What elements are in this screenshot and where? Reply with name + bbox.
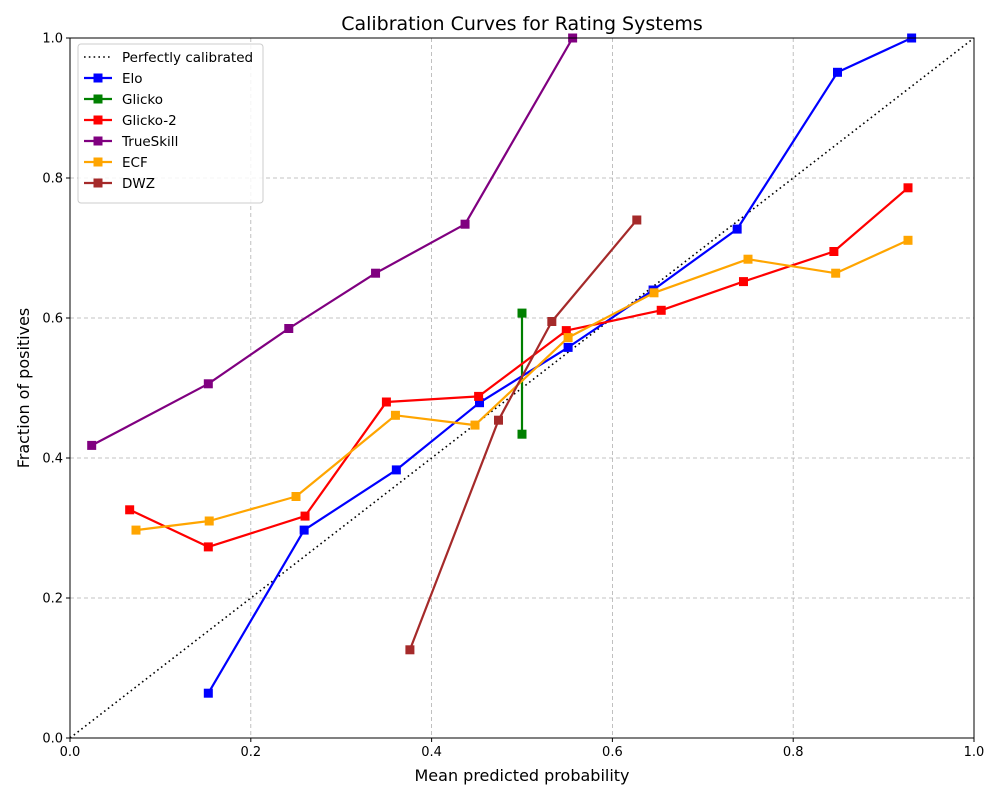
legend-marker [93, 178, 103, 188]
series-dwz [405, 215, 642, 655]
legend: Perfectly calibrated Elo Glicko Glicko-2 Tru… [77, 43, 264, 204]
glicko-2-point [203, 542, 213, 552]
legend-label: Elo [122, 71, 143, 87]
legend-entry-dwz: DWZ [84, 176, 155, 192]
ticks: 0.0 0.2 0.4 0.6 0.8 1.0 0.0 0.2 0.4 0.6 0.8 1.0 [42, 32, 984, 761]
legend-label: ECF [122, 155, 148, 171]
y-tick-label: 0.8 [42, 172, 63, 187]
legend-marker [93, 136, 103, 146]
glicko-2-point [561, 326, 571, 336]
glicko-2-point [300, 511, 310, 521]
dwz-line [408, 219, 638, 651]
glicko-2-point [903, 183, 913, 193]
ecf-point [390, 410, 400, 420]
legend-entry-glicko: Glicko [84, 92, 163, 108]
x-tick-label: 1.0 [964, 745, 985, 760]
legend-label: Glicko-2 [122, 113, 177, 129]
elo-point [563, 342, 573, 352]
legend-entry-ecf: ECF [84, 155, 148, 171]
series-glicko [517, 308, 527, 439]
elo-point [299, 525, 309, 535]
glicko-2-point [474, 391, 484, 401]
legend-box [77, 43, 264, 204]
chart-title: Calibration Curves for Rating Systems [341, 13, 703, 35]
dwz-point [632, 215, 642, 225]
ecf-line [135, 239, 909, 532]
ecf-point [131, 525, 141, 535]
legend-entry-glicko-2: Glicko-2 [84, 113, 177, 129]
y-tick-label: 0.4 [42, 452, 63, 467]
y-axis-label: Fraction of positives [14, 308, 33, 469]
y-tick-label: 0.6 [42, 312, 63, 327]
legend-marker [93, 94, 103, 104]
dwz-point [405, 645, 415, 655]
glicko-2-point [829, 247, 839, 256]
plot-frame [69, 37, 975, 739]
dwz-point [493, 415, 503, 425]
legend-entry-perfectly-calibrated: Perfectly calibrated [84, 50, 253, 66]
legend-label: TrueSkill [121, 134, 178, 150]
trueskill-point [284, 324, 294, 333]
legend-marker [93, 73, 103, 83]
y-tick-label: 0.0 [42, 732, 63, 747]
ecf-point [743, 254, 753, 264]
trueskill-point [371, 268, 381, 278]
glicko-2-point [125, 505, 135, 515]
x-tick-label: 0.4 [421, 745, 442, 760]
trueskill-point [87, 440, 97, 450]
ecf-point [563, 333, 573, 343]
x-axis-label: Mean predicted probability [414, 766, 629, 785]
legend-marker [93, 115, 103, 125]
legend-marker [93, 157, 103, 167]
trueskill-point [203, 379, 213, 389]
trueskill-point [460, 219, 470, 229]
x-tick-label: 0.6 [602, 745, 623, 760]
glicko-2-point [381, 397, 391, 407]
x-tick-label: 0.8 [783, 745, 804, 760]
dwz-point [547, 317, 557, 326]
ecf-point [831, 268, 841, 278]
trueskill-line [91, 37, 574, 447]
ecf-point [204, 516, 214, 526]
glicko-2-point [656, 305, 666, 315]
elo-point [832, 67, 842, 77]
glicko-point [517, 429, 527, 439]
legend-entry-elo: Elo [84, 71, 143, 87]
elo-point [391, 465, 401, 475]
ecf-point [649, 288, 659, 298]
ecf-point [470, 420, 480, 430]
legend-label: DWZ [122, 176, 155, 192]
x-tick-label: 0.0 [60, 745, 81, 760]
legend-label: Glicko [122, 92, 163, 108]
grid [70, 38, 974, 738]
y-tick-label: 0.2 [42, 592, 63, 607]
legend-label: Perfectly calibrated [122, 50, 253, 66]
ecf-point [903, 235, 913, 245]
y-tick-label: 1.0 [42, 32, 63, 47]
legend-entry-trueskill: TrueSkill [84, 134, 178, 150]
glicko-point [517, 308, 527, 318]
x-tick-label: 0.2 [240, 745, 261, 760]
elo-point [732, 224, 742, 234]
glicko-2-point [738, 277, 748, 287]
ecf-point [291, 492, 301, 501]
elo-point [203, 688, 213, 698]
elo-point [475, 398, 485, 408]
series-ecf [131, 235, 913, 535]
